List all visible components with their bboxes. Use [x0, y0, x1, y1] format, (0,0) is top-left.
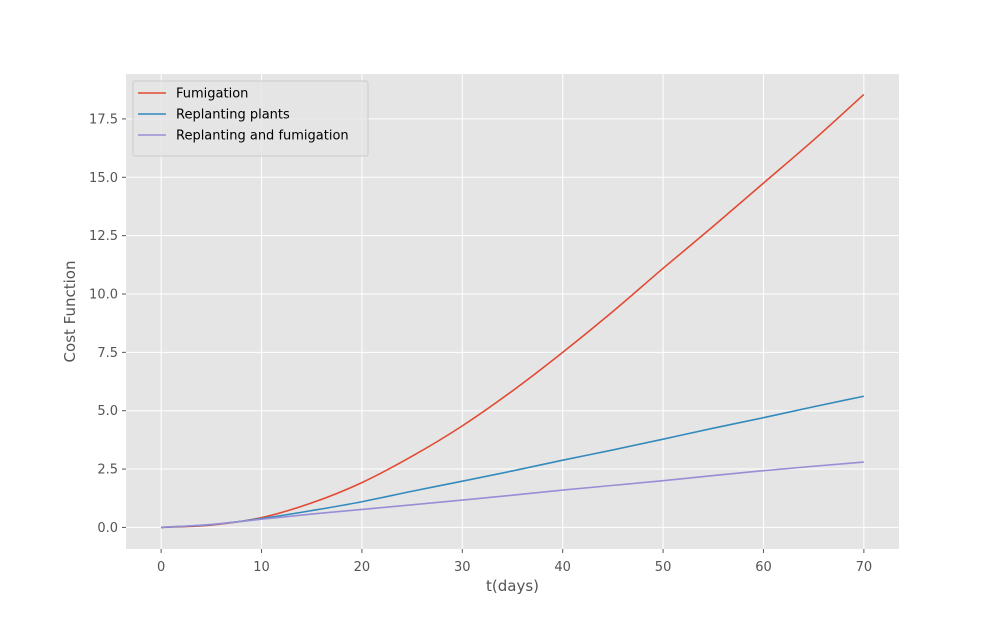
- x-tick-label: 40: [554, 560, 571, 575]
- series-line-1: [161, 93, 865, 529]
- legend-label: Replanting and fumigation: [176, 129, 349, 144]
- x-axis-label: t(days): [486, 577, 539, 595]
- y-axis-ticks: 0.0 2.5 5.0 7.5 10.0 12.5 15.0 17.5: [89, 112, 126, 536]
- x-tick-label: 0: [157, 560, 165, 575]
- y-tick-label: 2.5: [97, 463, 118, 478]
- series-line-2: [161, 395, 865, 529]
- y-tick-label: 5.0: [97, 404, 118, 419]
- x-tick-label: 70: [856, 560, 873, 575]
- legend: Fumigation Replanting plants Replanting an…: [132, 80, 369, 157]
- y-tick-label: 10.0: [89, 287, 118, 302]
- y-tick-label: 7.5: [97, 346, 118, 361]
- x-tick-label: 50: [655, 560, 672, 575]
- y-tick-label: 0.0: [97, 521, 118, 536]
- y-tick-label: 15.0: [89, 171, 118, 186]
- x-tick-label: 20: [354, 560, 371, 575]
- series-lines: [161, 93, 865, 529]
- y-tick-label: 12.5: [89, 229, 118, 244]
- y-axis-label: Cost Function: [61, 261, 79, 363]
- x-axis-ticks: 0 10 20 30 40 50 60 70: [157, 549, 872, 575]
- legend-label: Replanting plants: [176, 108, 290, 123]
- legend-box: [132, 80, 369, 157]
- y-tick-label: 17.5: [89, 112, 118, 127]
- x-tick-label: 30: [454, 560, 471, 575]
- legend-label: Fumigation: [176, 87, 248, 102]
- series-line-3: [161, 461, 864, 529]
- x-tick-label: 10: [253, 560, 270, 575]
- x-tick-label: 60: [755, 560, 772, 575]
